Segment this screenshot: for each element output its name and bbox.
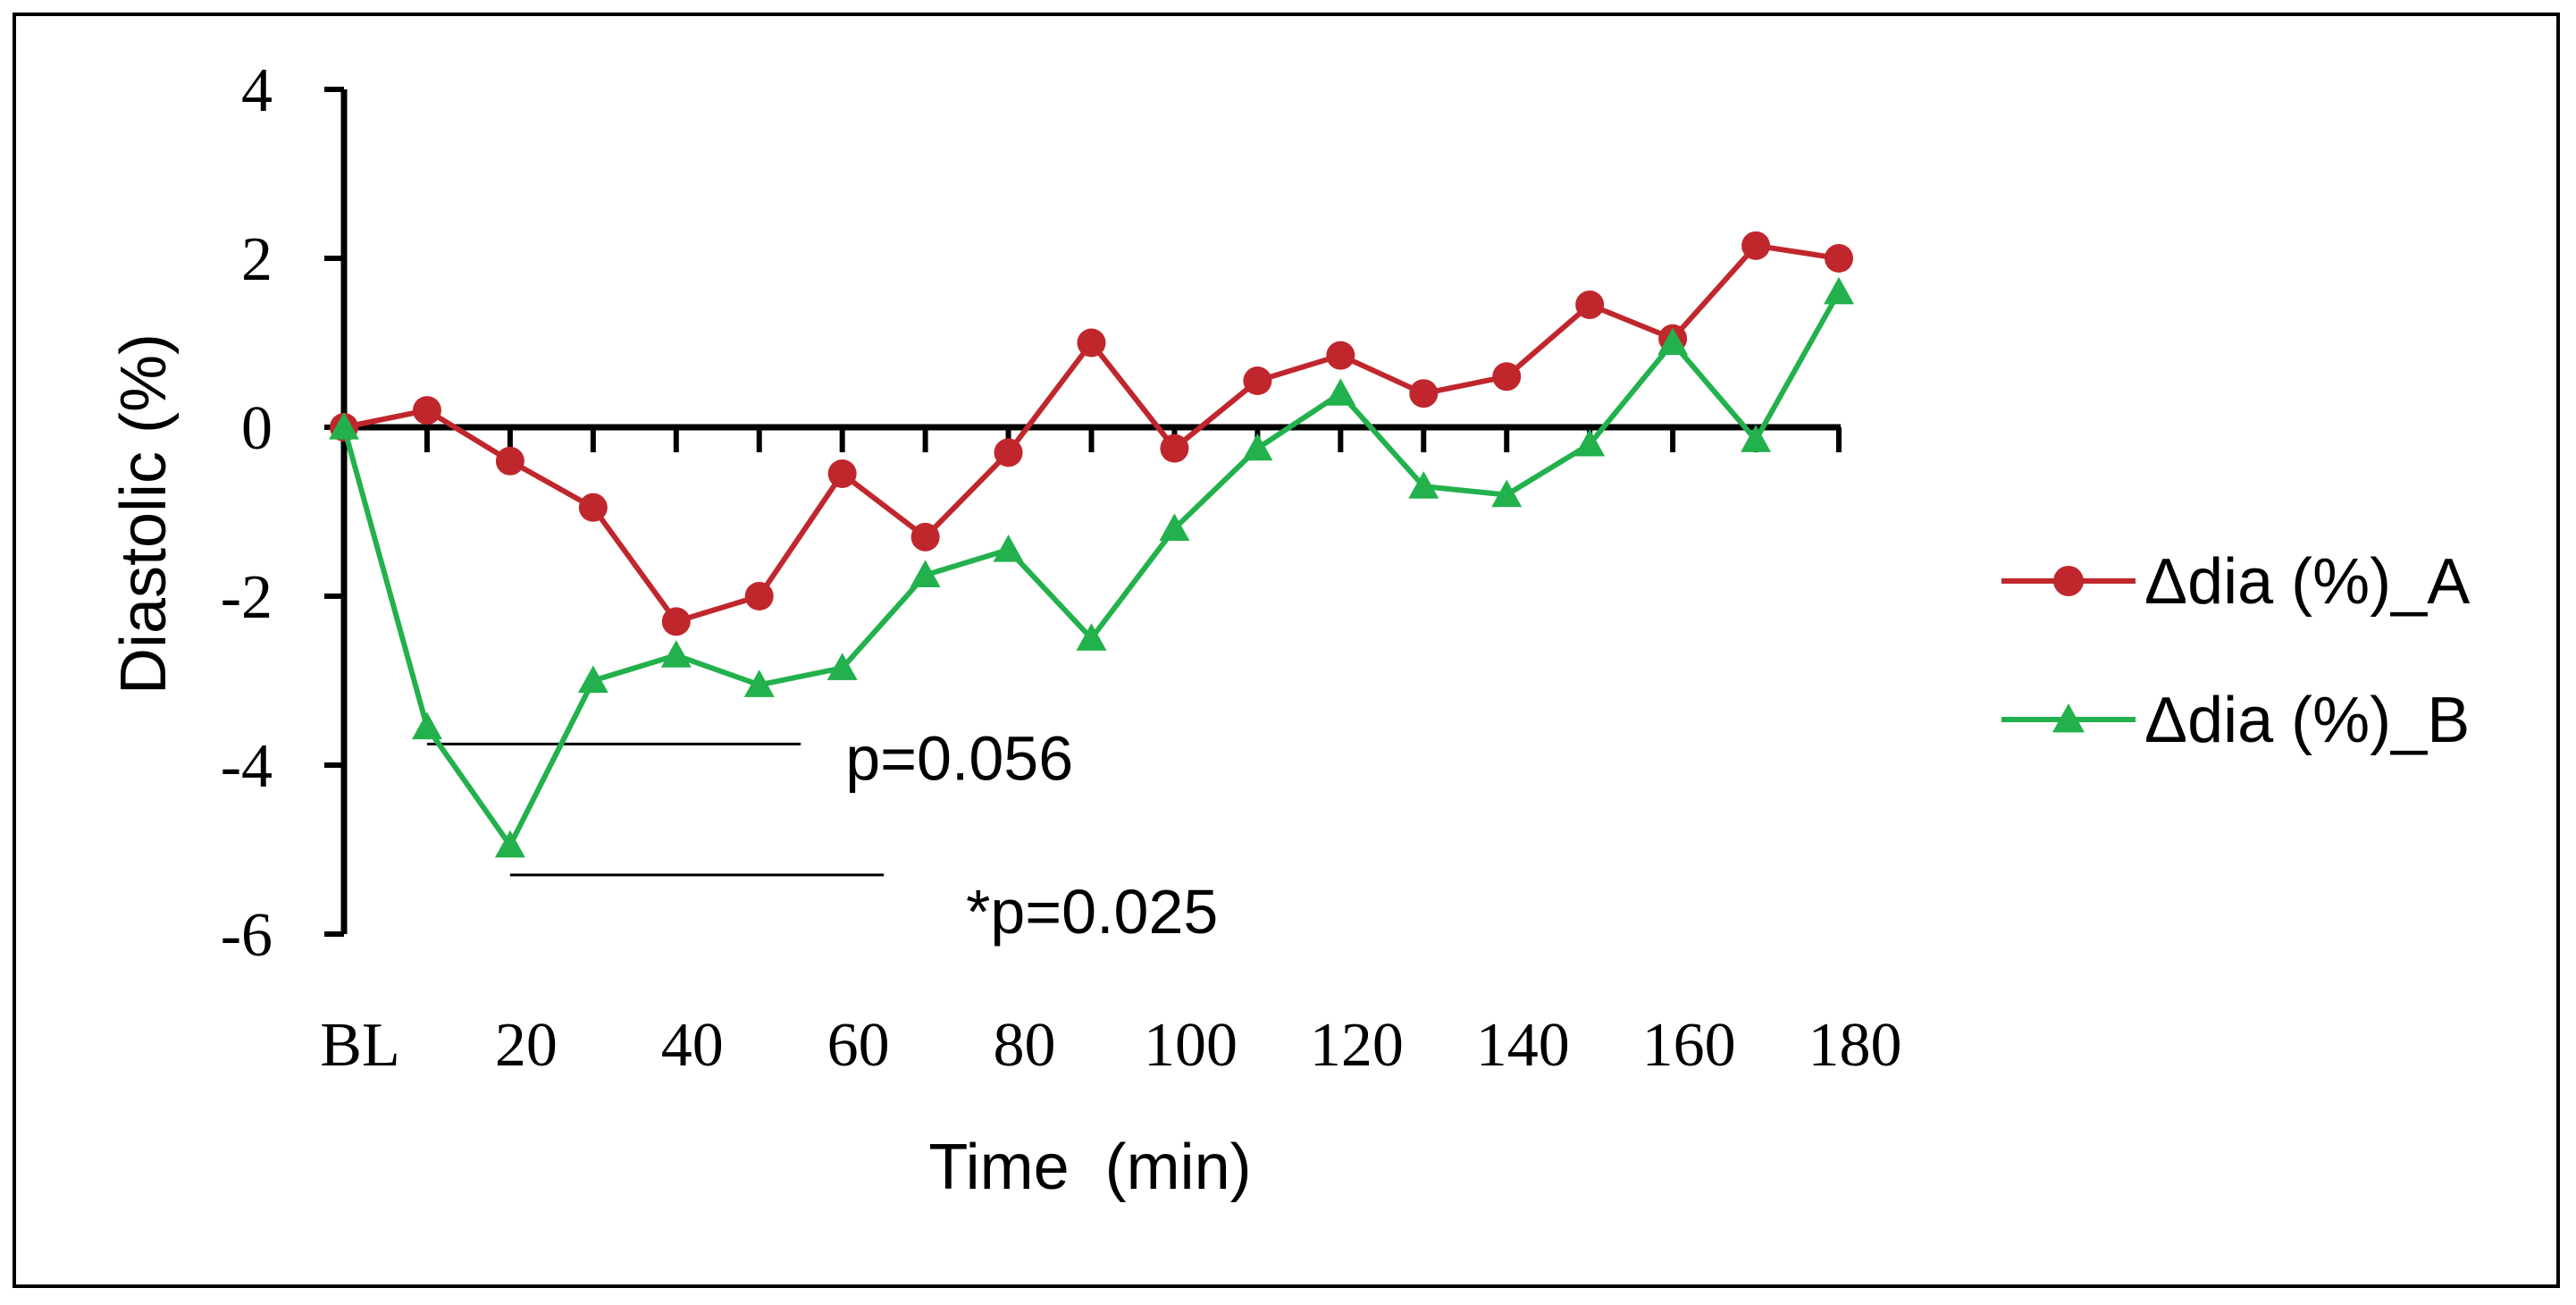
x-tick-label: 60 — [827, 1011, 890, 1080]
series-layer — [329, 231, 1854, 858]
data-point — [744, 582, 774, 610]
data-point — [495, 446, 524, 476]
data-point — [412, 396, 441, 425]
y-tick-label: 4 — [241, 56, 273, 125]
figure-frame — [13, 13, 2560, 1288]
y-axis: 4 2 0 -2 -4 -6 — [221, 56, 348, 970]
y-tick-label: 2 — [241, 225, 273, 294]
y-tick-label: -4 — [221, 732, 273, 801]
data-point — [1574, 428, 1606, 457]
x-tick-label: 100 — [1144, 1011, 1238, 1080]
data-point — [1825, 244, 1853, 273]
data-point — [1741, 425, 1772, 452]
annotations: p=0.056 *p=0.025 — [426, 723, 1218, 947]
x-tick-label: 180 — [1808, 1011, 1902, 1080]
data-point — [1160, 434, 1189, 463]
data-point — [578, 493, 608, 522]
legend-marker — [2053, 566, 2084, 596]
x-tick-label: 160 — [1642, 1011, 1736, 1080]
annotation-label: *p=0.025 — [966, 877, 1218, 947]
x-tick-label: 120 — [1310, 1011, 1404, 1080]
data-point — [1076, 623, 1107, 651]
data-point — [1159, 513, 1190, 541]
data-point — [1575, 290, 1605, 319]
x-tick-label: BL — [320, 1011, 399, 1080]
data-point — [994, 438, 1023, 467]
data-point — [910, 522, 940, 551]
data-point — [1242, 433, 1273, 461]
x-tick-label: 40 — [661, 1011, 724, 1080]
data-point — [827, 459, 857, 488]
legend-item: Δdia (%)_B — [2001, 685, 2470, 756]
y-tick-label: 0 — [241, 394, 273, 463]
legend-marker — [2052, 703, 2085, 733]
series-line — [341, 290, 1842, 848]
data-point — [661, 607, 691, 636]
data-point — [1408, 471, 1439, 499]
data-point — [411, 711, 442, 740]
series-b — [329, 276, 1854, 858]
series-a — [330, 231, 1853, 636]
data-point — [1491, 479, 1523, 508]
legend-label: Δdia (%)_B — [2144, 685, 2470, 756]
data-point — [494, 829, 525, 858]
legend-label: Δdia (%)_A — [2144, 546, 2470, 618]
data-point — [1741, 231, 1771, 260]
data-point — [660, 640, 692, 668]
x-tick-label: 140 — [1476, 1011, 1570, 1080]
data-point — [827, 652, 858, 680]
x-tick-label: 80 — [994, 1011, 1056, 1080]
data-point — [1657, 327, 1689, 356]
data-point — [910, 560, 941, 587]
data-point — [329, 412, 359, 440]
data-point — [993, 535, 1024, 562]
data-point — [1077, 328, 1106, 358]
data-point — [1326, 341, 1355, 370]
y-tick-label: -2 — [221, 563, 273, 632]
data-point — [1409, 379, 1439, 408]
data-point — [743, 669, 775, 697]
y-tick-label: -6 — [221, 901, 273, 970]
legend: Δdia (%)_A Δdia (%)_B — [2001, 546, 2470, 756]
data-point — [1492, 362, 1522, 392]
data-point — [577, 665, 608, 694]
legend-item: Δdia (%)_A — [2001, 546, 2470, 618]
x-tick-label: 20 — [495, 1011, 558, 1080]
y-axis-title: Diastolic (%) — [108, 333, 180, 695]
annotation-label: p=0.056 — [845, 723, 1073, 793]
x-axis-title: Time (min) — [928, 1132, 1251, 1203]
data-point — [1243, 366, 1272, 396]
data-point — [1325, 378, 1356, 406]
data-point — [1824, 276, 1854, 305]
